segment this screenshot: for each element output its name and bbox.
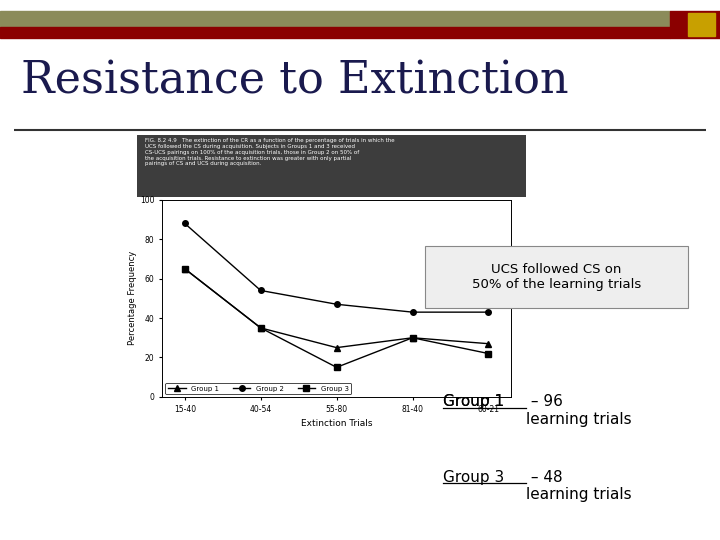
Text: – 48
learning trials: – 48 learning trials (526, 470, 631, 502)
Group 1 (181, 266, 189, 272)
X-axis label: Extinction Trials: Extinction Trials (301, 419, 372, 428)
Group 2 (181, 220, 189, 227)
Line: Group 2: Group 2 (182, 221, 491, 315)
Text: Group 1: Group 1 (443, 394, 504, 409)
Text: Group 1: Group 1 (443, 394, 504, 409)
FancyBboxPatch shape (425, 246, 688, 308)
Legend: Group 1, Group 2, Group 3: Group 1, Group 2, Group 3 (166, 383, 351, 394)
Text: UCS followed CS on
50% of the learning trials: UCS followed CS on 50% of the learning t… (472, 263, 641, 291)
Text: Group 3: Group 3 (443, 470, 504, 485)
Text: FIG. 8.2 4.9   The extinction of the CR as a function of the percentage of trial: FIG. 8.2 4.9 The extinction of the CR as… (145, 138, 395, 166)
Group 2 (333, 301, 341, 307)
Line: Group 3: Group 3 (182, 266, 491, 370)
Text: – 96
learning trials: – 96 learning trials (526, 394, 631, 427)
Group 1 (333, 345, 341, 351)
Group 2 (484, 309, 492, 315)
Group 3 (256, 325, 265, 331)
Group 1 (408, 334, 417, 341)
Group 2 (256, 287, 265, 294)
Group 3 (484, 350, 492, 357)
Bar (0, 11, 670, 27)
Group 1 (256, 325, 265, 331)
Line: Group 1: Group 1 (182, 266, 491, 350)
Group 3 (181, 266, 189, 272)
Group 1 (484, 340, 492, 347)
Bar (0, 27, 670, 38)
Bar (670, 11, 720, 38)
Group 3 (408, 334, 417, 341)
Group 2 (408, 309, 417, 315)
Bar (688, 14, 715, 36)
Group 3 (333, 364, 341, 370)
Y-axis label: Percentage Frequency: Percentage Frequency (128, 251, 137, 346)
Text: Resistance to Extinction: Resistance to Extinction (21, 59, 568, 103)
